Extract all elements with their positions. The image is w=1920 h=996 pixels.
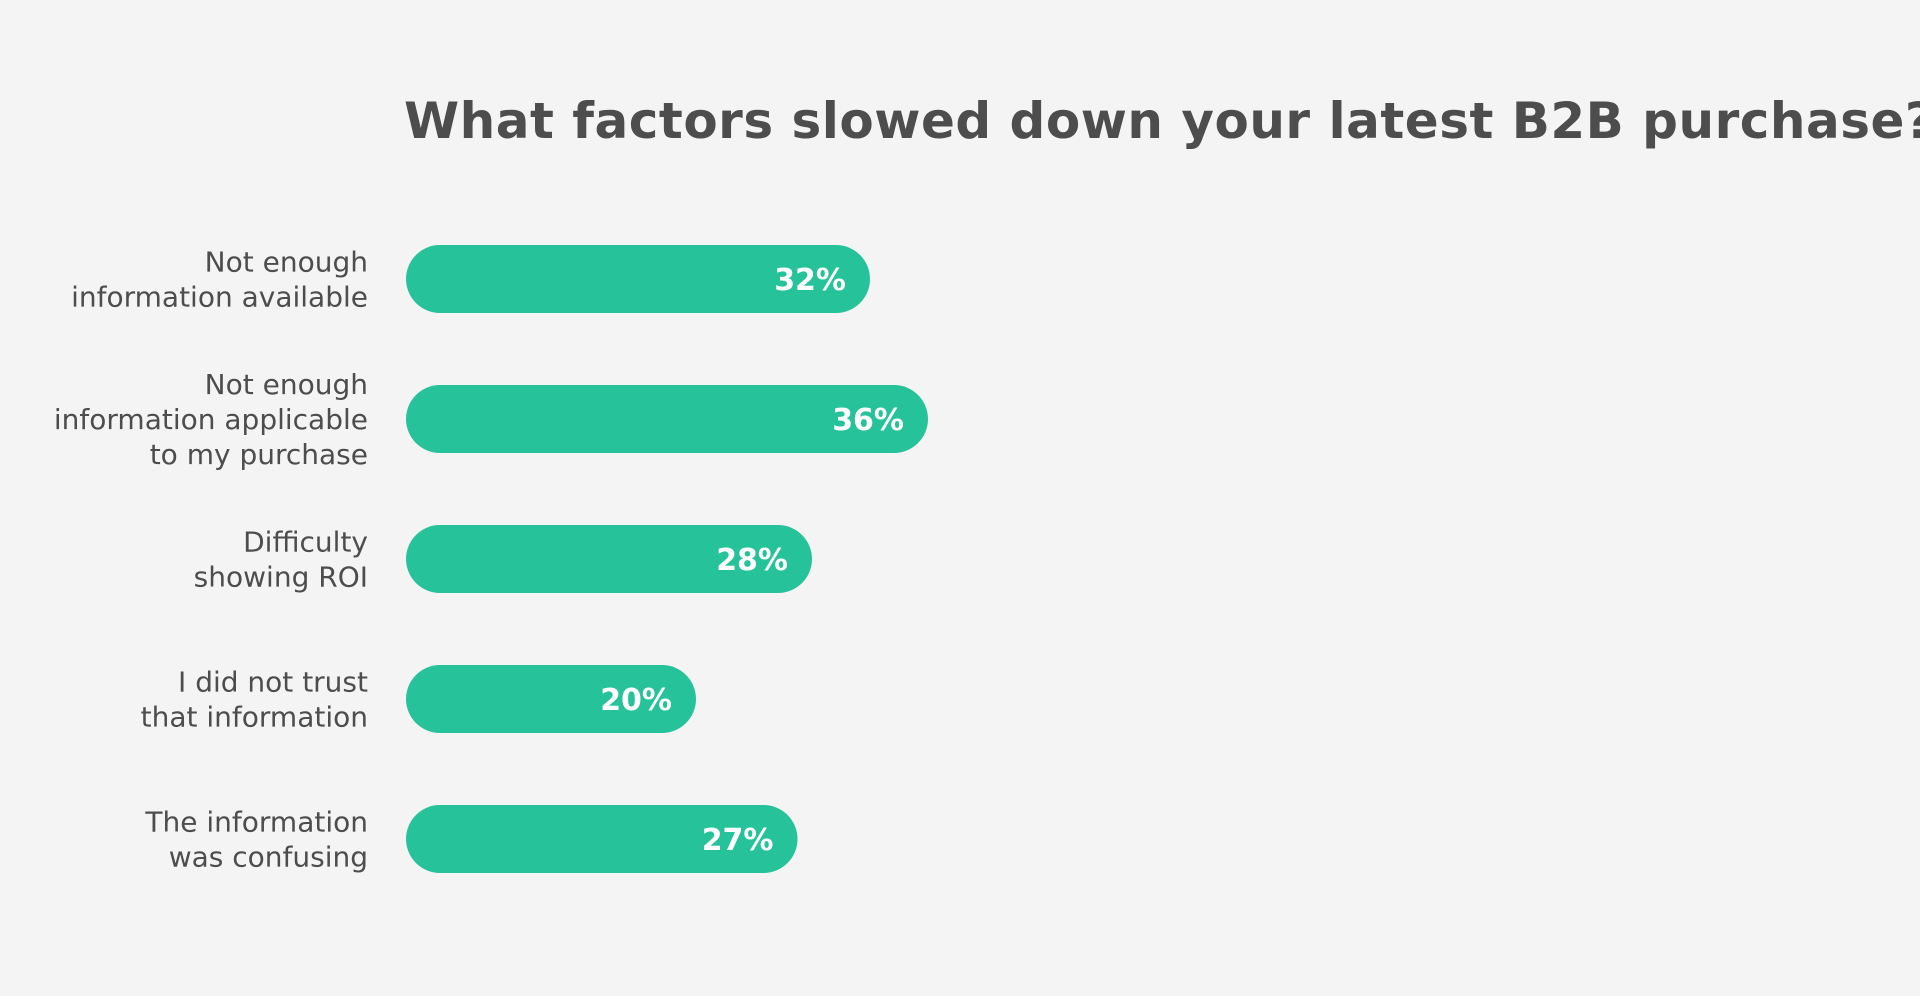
bar-value-label-3: 20%	[600, 683, 672, 718]
bar-3	[406, 665, 696, 733]
bar-value-label-2: 28%	[716, 543, 788, 578]
category-label-0-line-0: Not enough	[205, 246, 368, 279]
category-label-4-line-1: was confusing	[169, 841, 368, 874]
category-label-3-line-0: I did not trust	[178, 666, 368, 699]
category-label-2-line-1: showing ROI	[194, 561, 368, 594]
bar-value-label-1: 36%	[832, 403, 904, 438]
category-label-3-line-1: that information	[141, 701, 368, 734]
category-label-1-line-2: to my purchase	[150, 438, 368, 471]
chart-title: What factors slowed down your latest B2B…	[404, 92, 1920, 150]
category-label-2-line-0: Difficulty	[243, 526, 368, 559]
category-label-1-line-1: information applicable	[54, 403, 368, 436]
bar-4	[406, 805, 798, 873]
category-label-4-line-0: The information	[144, 806, 368, 839]
bar-value-label-4: 27%	[702, 823, 774, 858]
category-label-0-line-1: information available	[71, 281, 368, 314]
bar-0	[406, 245, 870, 313]
category-label-1-line-0: Not enough	[205, 368, 368, 401]
bar-1	[406, 385, 928, 453]
bar-2	[406, 525, 812, 593]
bar-value-label-0: 32%	[774, 263, 846, 298]
